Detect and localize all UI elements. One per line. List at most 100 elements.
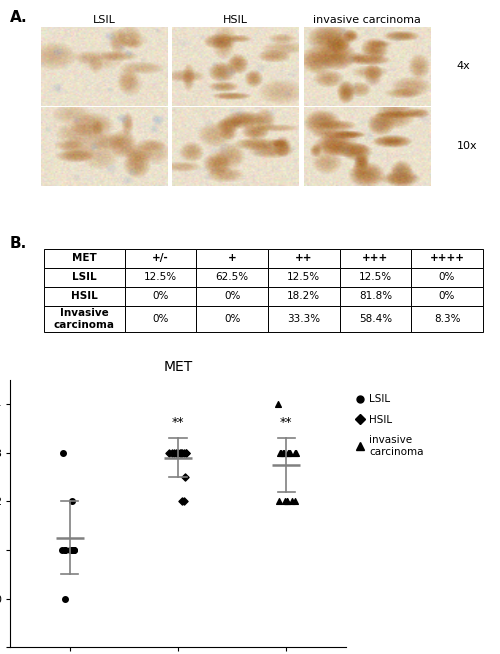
Bar <box>411 249 483 267</box>
Text: **: ** <box>172 417 184 429</box>
Point <box>70 545 78 555</box>
Text: 10x: 10x <box>456 141 477 152</box>
Point <box>285 447 293 458</box>
Text: **: ** <box>280 417 292 429</box>
Point <box>292 447 300 458</box>
Point <box>178 447 186 458</box>
Bar <box>268 267 340 286</box>
Point <box>168 447 176 458</box>
Point <box>274 399 282 409</box>
Point <box>58 545 66 555</box>
Bar <box>44 267 125 286</box>
Point <box>180 496 188 507</box>
Bar <box>196 249 268 267</box>
Text: ++++: ++++ <box>430 253 464 263</box>
Text: A.: A. <box>10 10 28 25</box>
Point <box>276 496 283 507</box>
Text: HSIL: HSIL <box>223 15 248 26</box>
Text: +: + <box>228 253 236 263</box>
Text: B.: B. <box>10 235 27 250</box>
Point <box>291 496 299 507</box>
Point <box>170 447 177 458</box>
Point <box>68 496 76 507</box>
Point <box>68 545 76 555</box>
Point <box>62 545 70 555</box>
Bar <box>340 286 411 305</box>
Text: Invasive
carcinoma: Invasive carcinoma <box>54 308 114 330</box>
Point <box>280 447 287 458</box>
Bar <box>268 305 340 332</box>
Text: LSIL: LSIL <box>93 15 116 26</box>
Text: 0%: 0% <box>152 314 169 324</box>
Point <box>277 447 285 458</box>
Title: MET: MET <box>164 360 192 374</box>
Text: 12.5%: 12.5% <box>144 272 177 282</box>
Text: 0%: 0% <box>224 291 240 301</box>
Text: invasive carcinoma: invasive carcinoma <box>313 15 420 26</box>
Text: 0%: 0% <box>224 314 240 324</box>
Text: +++: +++ <box>362 253 388 263</box>
Point <box>284 447 292 458</box>
Text: 0%: 0% <box>439 272 455 282</box>
Point <box>282 496 290 507</box>
Bar <box>411 305 483 332</box>
Bar <box>340 267 411 286</box>
Point <box>165 447 173 458</box>
Text: ++: ++ <box>295 253 312 263</box>
Bar <box>411 286 483 305</box>
Point <box>61 545 69 555</box>
Point <box>280 447 288 458</box>
Bar <box>340 249 411 267</box>
Bar <box>411 267 483 286</box>
Bar <box>125 286 196 305</box>
Point <box>292 447 300 458</box>
Point <box>283 496 291 507</box>
Point <box>177 447 185 458</box>
Text: MET: MET <box>72 253 96 263</box>
Bar <box>44 286 125 305</box>
Point <box>288 496 296 507</box>
Text: +/-: +/- <box>152 253 169 263</box>
Point <box>70 545 78 555</box>
Bar <box>125 267 196 286</box>
Bar <box>196 267 268 286</box>
Text: 58.4%: 58.4% <box>359 314 392 324</box>
Bar <box>196 305 268 332</box>
Bar <box>268 249 340 267</box>
Bar <box>125 305 196 332</box>
Point <box>280 496 288 507</box>
Bar <box>44 305 125 332</box>
Text: 0%: 0% <box>152 291 169 301</box>
Point <box>70 545 78 555</box>
Point <box>174 447 182 458</box>
Point <box>176 447 184 458</box>
Bar <box>125 249 196 267</box>
Bar <box>268 286 340 305</box>
Point <box>276 447 284 458</box>
Text: 12.5%: 12.5% <box>288 272 320 282</box>
Point <box>60 447 68 458</box>
Point <box>172 447 179 458</box>
Text: 8.3%: 8.3% <box>434 314 460 324</box>
Point <box>180 447 188 458</box>
Bar <box>196 286 268 305</box>
Point <box>66 545 74 555</box>
Text: 62.5%: 62.5% <box>216 272 249 282</box>
Point <box>182 447 190 458</box>
Legend: LSIL, HSIL, invasive
carcinoma: LSIL, HSIL, invasive carcinoma <box>351 390 428 461</box>
Text: LSIL: LSIL <box>72 272 96 282</box>
Point <box>178 496 186 507</box>
Text: 18.2%: 18.2% <box>288 291 320 301</box>
Bar <box>340 305 411 332</box>
Text: 4x: 4x <box>456 61 470 71</box>
Point <box>182 447 190 458</box>
Point <box>60 594 68 604</box>
Text: HSIL: HSIL <box>71 291 98 301</box>
Text: 0%: 0% <box>439 291 455 301</box>
Point <box>286 447 294 458</box>
Text: 12.5%: 12.5% <box>359 272 392 282</box>
Text: 81.8%: 81.8% <box>359 291 392 301</box>
Text: 33.3%: 33.3% <box>288 314 320 324</box>
Bar <box>44 249 125 267</box>
Point <box>181 472 189 482</box>
